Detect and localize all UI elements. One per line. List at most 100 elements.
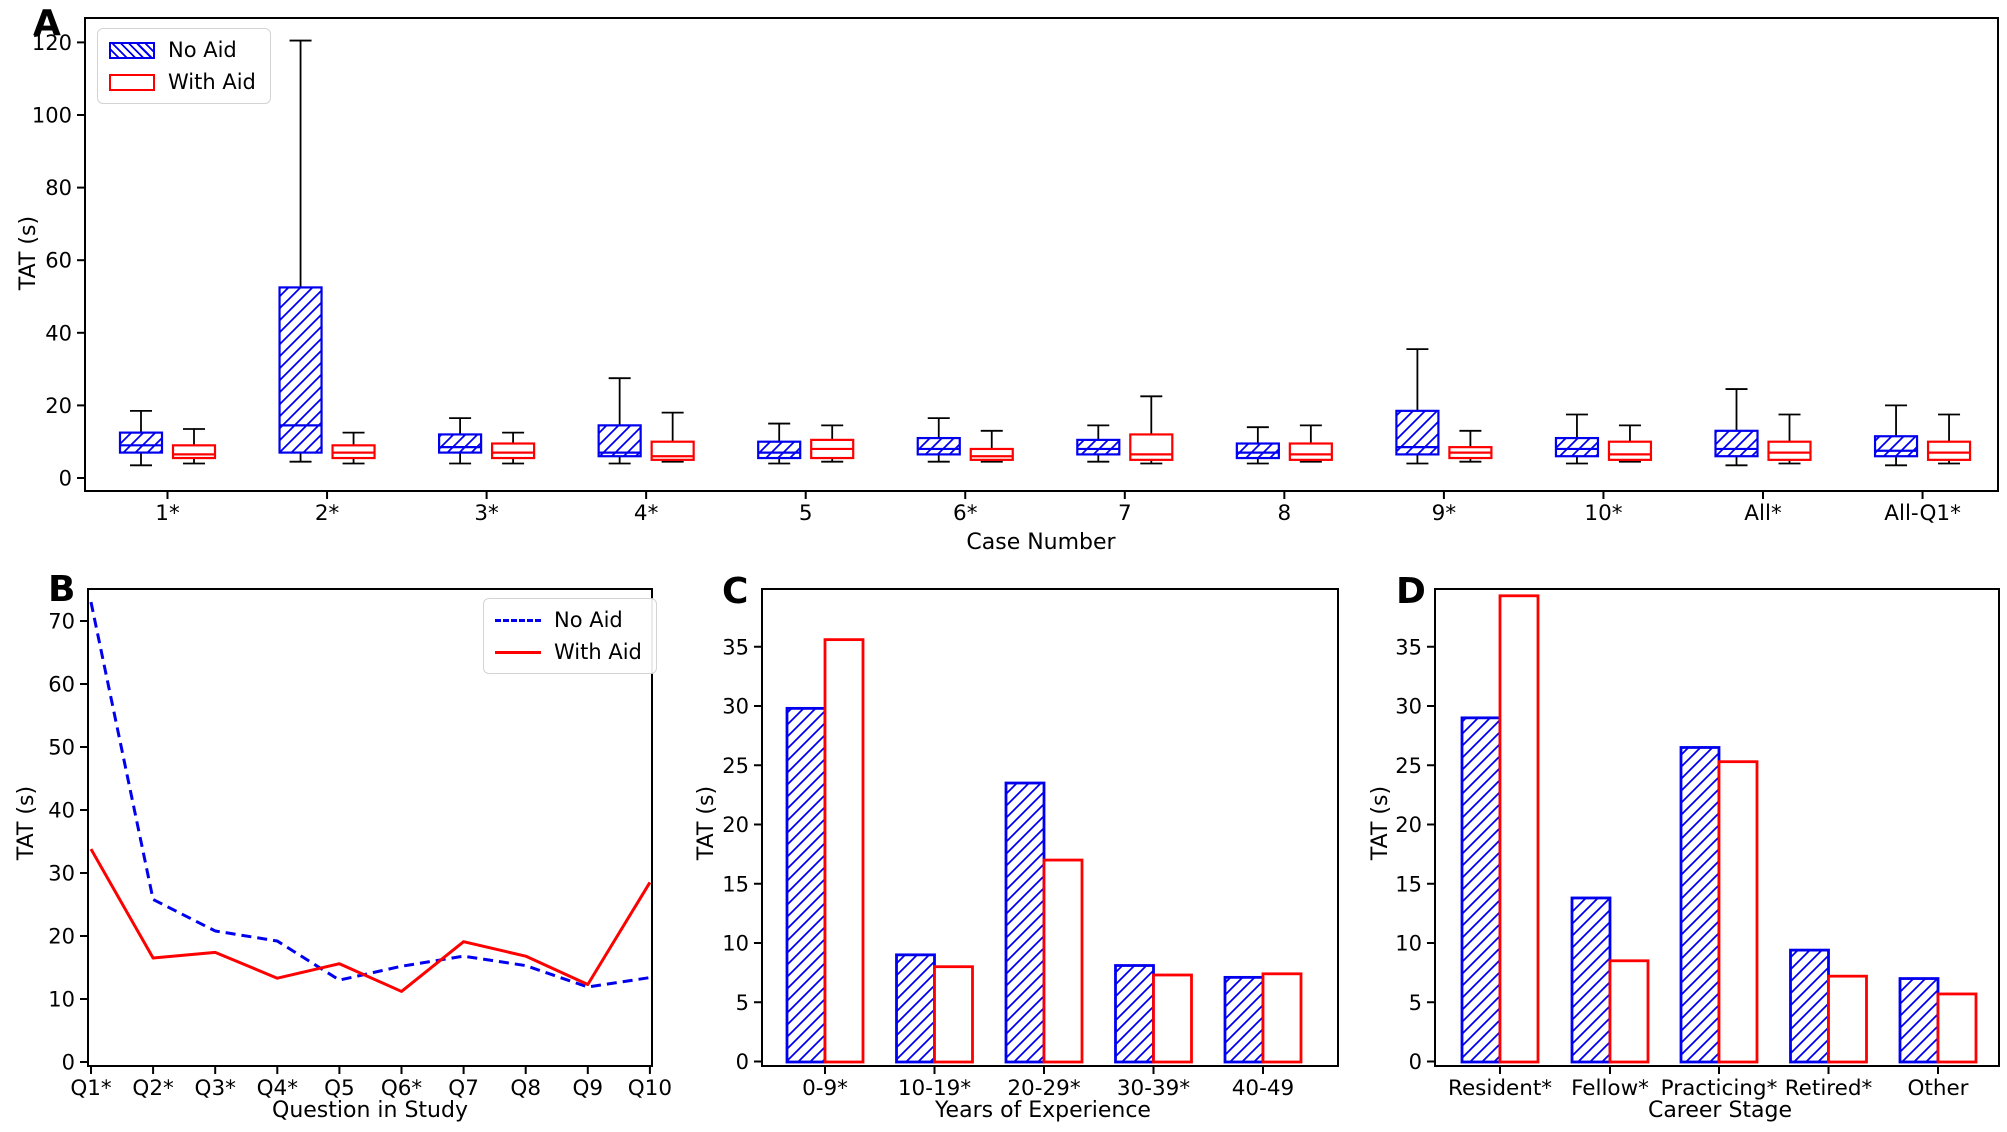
y-tick-label: 50 xyxy=(48,736,75,760)
y-tick-label: 25 xyxy=(1395,754,1422,778)
box xyxy=(1926,440,1972,461)
y-tick-label: 0 xyxy=(62,1051,75,1075)
x-tick-label: All* xyxy=(1744,501,1782,526)
box xyxy=(1554,436,1600,458)
panel-a-legend: No Aid With Aid xyxy=(97,28,271,104)
y-tick-label: 35 xyxy=(722,635,749,659)
box xyxy=(278,286,323,454)
x-tick-label: 3* xyxy=(474,501,499,526)
legend-label: No Aid xyxy=(168,38,237,62)
panel-c: 0 5 10 15 20 25 30 35 0-9* 10-19* 20-29* 30-39* 40-4… xyxy=(722,588,1339,1101)
panel-d: 0 5 10 15 20 25 30 35 Resident* Fellow* Practicing… xyxy=(1395,588,2000,1101)
x-tick-label: 7 xyxy=(1118,501,1132,526)
x-tick-label: Q3* xyxy=(195,1076,237,1101)
y-tick-label: 20 xyxy=(48,925,75,949)
box xyxy=(757,440,802,460)
bar-no-aid xyxy=(1114,964,1155,1064)
y-tick-label: 10 xyxy=(48,988,75,1012)
bar-no-aid xyxy=(1679,746,1721,1064)
x-tick-label: 1* xyxy=(155,501,180,526)
panel-b: 0 10 20 30 40 50 60 70 Q1* Q2* Q3* Q4* Q5 Q6* Q7 Q8 Q9 Q1… xyxy=(48,588,672,1101)
legend-entry-no-aid: No Aid xyxy=(109,38,256,62)
panel-label-c: C xyxy=(722,571,749,612)
y-tick-label: 35 xyxy=(1395,635,1422,659)
x-tick-label: 40-49 xyxy=(1232,1076,1294,1101)
y-tick-label: 10 xyxy=(722,932,749,956)
box xyxy=(118,431,164,454)
panel-c-xaxis-title: Years of Experience xyxy=(935,1098,1151,1123)
with-aid-box-swatch-icon xyxy=(109,73,155,91)
y-tick-label: 5 xyxy=(1409,991,1422,1015)
panel-d-xaxis-title: Career Stage xyxy=(1647,1098,1793,1123)
x-tick-label: 5 xyxy=(799,501,813,526)
y-tick-label: 80 xyxy=(45,176,72,200)
x-tick-label: Q7 xyxy=(448,1076,479,1101)
panel-d-yaxis-title: TAT (s) xyxy=(1368,785,1393,861)
x-tick-label: Q4* xyxy=(257,1076,299,1101)
box xyxy=(1288,442,1333,461)
box xyxy=(438,433,483,454)
x-tick-label: Q9 xyxy=(572,1076,603,1101)
y-tick-label: 20 xyxy=(1395,813,1422,837)
box xyxy=(597,424,642,458)
box xyxy=(491,442,536,460)
x-tick-label: 8 xyxy=(1278,501,1292,526)
y-tick-label: 25 xyxy=(722,754,749,778)
bar-with-aid xyxy=(823,638,865,1064)
y-tick-label: 60 xyxy=(48,673,75,697)
x-tick-label: 2* xyxy=(315,501,340,526)
x-tick-label: Q1* xyxy=(70,1076,112,1101)
panel-label-a: A xyxy=(33,3,61,44)
x-tick-label: 10-19* xyxy=(898,1076,971,1101)
bar-no-aid xyxy=(785,706,827,1064)
x-tick-label: 20-29* xyxy=(1007,1076,1080,1101)
bar-with-aid xyxy=(1827,974,1868,1064)
panel-b-yaxis-title: TAT (s) xyxy=(14,785,39,861)
line-with-aid xyxy=(89,848,652,993)
panel-a-xaxis-title: Case Number xyxy=(966,530,1116,555)
x-tick-label: Fellow* xyxy=(1571,1076,1649,1101)
with-aid-solid-line-icon xyxy=(495,650,541,654)
line-no-aid xyxy=(89,601,651,989)
y-tick-label: 15 xyxy=(722,872,749,896)
bar-no-aid xyxy=(1789,948,1830,1064)
box xyxy=(1873,435,1919,458)
y-tick-label: 60 xyxy=(45,249,72,273)
x-tick-label: Retired* xyxy=(1785,1076,1873,1101)
x-tick-label: 30-39* xyxy=(1117,1076,1190,1101)
y-tick-label: 30 xyxy=(1395,695,1422,719)
bar-no-aid xyxy=(1004,781,1046,1064)
x-tick-label: Q2* xyxy=(132,1076,174,1101)
y-tick-label: 5 xyxy=(736,991,749,1015)
x-tick-label: Q10 xyxy=(628,1076,672,1101)
bar-no-aid xyxy=(1460,716,1502,1064)
bar-with-aid xyxy=(933,965,974,1064)
x-tick-label: 0-9* xyxy=(802,1076,848,1101)
x-tick-label: Q5 xyxy=(324,1076,355,1101)
legend-entry-with-aid: With Aid xyxy=(495,640,642,664)
y-tick-label: 40 xyxy=(45,321,72,345)
panel-d-frame xyxy=(1434,588,2000,1067)
box xyxy=(1235,442,1280,460)
y-tick-label: 15 xyxy=(1395,872,1422,896)
x-tick-label: Q8 xyxy=(510,1076,541,1101)
bar-with-aid xyxy=(1498,594,1540,1064)
box xyxy=(1767,440,1812,461)
box xyxy=(1076,438,1121,456)
y-tick-label: 120 xyxy=(32,31,72,55)
y-tick-label: 0 xyxy=(1409,1050,1422,1074)
bar-with-aid xyxy=(1608,959,1650,1064)
x-tick-label: 10* xyxy=(1584,501,1622,526)
bar-no-aid xyxy=(1223,975,1265,1064)
legend-label: With Aid xyxy=(168,70,256,94)
y-tick-label: 100 xyxy=(32,104,72,128)
no-aid-hatched-swatch-icon xyxy=(109,41,155,59)
panel-label-d: D xyxy=(1396,571,1426,612)
y-tick-label: 30 xyxy=(722,695,749,719)
panel-b-xaxis-title: Question in Study xyxy=(272,1098,468,1123)
panel-a-yaxis-title: TAT (s) xyxy=(16,215,41,291)
box xyxy=(1129,433,1174,461)
bar-with-aid xyxy=(1717,760,1759,1064)
x-tick-label: Q6* xyxy=(381,1076,423,1101)
